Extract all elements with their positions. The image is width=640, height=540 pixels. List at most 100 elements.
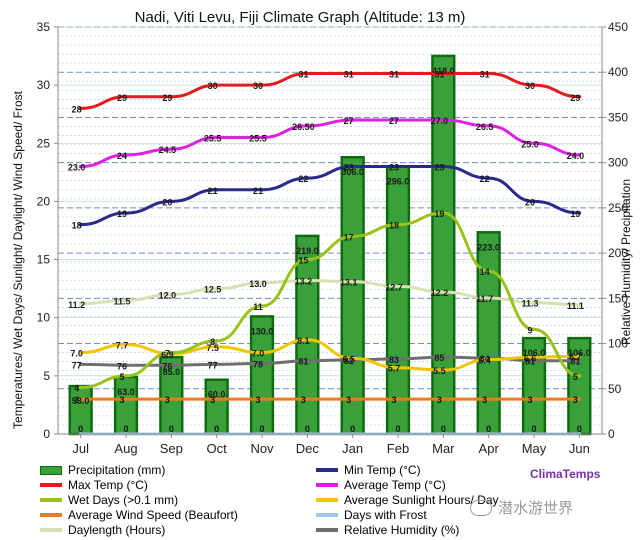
wet-days-0-1-mm-label: 19 <box>434 209 444 219</box>
average-wind-speed-beaufort-point <box>577 397 582 401</box>
average-sunlight-hours-day-point <box>396 365 400 370</box>
average-temp-c-label: 25.0 <box>521 139 539 149</box>
average-wind-speed-beaufort-point <box>350 397 355 401</box>
min-temp-c-line <box>79 165 581 227</box>
y-tick-label-right: 400 <box>608 65 628 79</box>
relative-humidity-label: 84 <box>480 354 490 364</box>
days-with-frost-label: 0 <box>531 424 536 434</box>
y-tick-label-left: 0 <box>43 427 50 441</box>
daylength-hours-label: 13.0 <box>249 279 267 289</box>
average-sunlight-hours-day-point <box>577 354 582 358</box>
average-wind-speed-beaufort-point <box>214 397 219 401</box>
y-tick-label-left: 15 <box>37 253 51 267</box>
average-temp-c-label: 23.0 <box>68 163 86 173</box>
legend-swatch <box>316 468 338 472</box>
wet-days-0-1-mm-point <box>305 257 310 262</box>
days-with-frost-label: 0 <box>486 424 491 434</box>
wet-days-0-1-mm-label: 4 <box>74 383 79 393</box>
wet-days-0-1-mm-label: 11 <box>253 302 263 312</box>
daylength-hours-point <box>486 296 491 300</box>
wet-days-0-1-mm-label: 9 <box>527 325 532 335</box>
x-tick-label-apr: Apr <box>479 441 500 456</box>
legend-item-min-temp: Min Temp (°C) <box>316 463 421 477</box>
wet-days-0-1-mm-label: 5 <box>573 372 578 382</box>
average-temp-c-point <box>350 118 355 122</box>
daylength-hours-point <box>577 303 582 307</box>
y-tick-label-right: 50 <box>608 382 622 396</box>
relative-humidity-point <box>260 361 264 366</box>
precipitation-label: 219.0 <box>296 246 319 256</box>
max-temp-c-label: 30 <box>253 81 263 91</box>
average-sunlight-hours-day-label: 7.7 <box>116 340 129 350</box>
legend-swatch <box>316 513 338 517</box>
max-temp-c-point <box>260 83 264 87</box>
average-temp-c-label: 26.50 <box>292 122 315 132</box>
max-temp-c-point <box>441 71 446 76</box>
max-temp-c-line <box>79 72 581 110</box>
wet-days-0-1-mm-point <box>78 385 83 390</box>
relative-humidity-label: 83 <box>389 355 399 365</box>
average-temp-c-label: 25.5 <box>249 133 267 143</box>
y-tick-label-left: 30 <box>37 78 51 92</box>
relative-humidity-point <box>577 358 582 363</box>
precipitation-label: 63.0 <box>117 387 135 397</box>
min-temp-c-point <box>396 164 400 169</box>
daylength-hours-label: 12.5 <box>204 285 222 295</box>
max-temp-c-point <box>350 71 355 76</box>
precipitation-label: 106.0 <box>523 348 546 358</box>
average-temp-c-label: 26.5 <box>476 122 494 132</box>
relative-humidity-point <box>441 355 446 359</box>
relative-humidity-point <box>396 357 400 361</box>
min-temp-c-point <box>305 176 310 180</box>
average-sunlight-hours-day-point <box>78 350 83 355</box>
max-temp-c-label: 30 <box>525 81 535 91</box>
x-tick-label-jul: Jul <box>72 441 89 456</box>
climate-chart: Nadi, Viti Levu, Fiji Climate Graph (Alt… <box>11 9 633 456</box>
relative-humidity-label: 82 <box>344 356 354 366</box>
average-temp-c-label: 24 <box>117 151 127 161</box>
precipitation-label: 306.0 <box>341 167 364 177</box>
max-temp-c-point <box>486 71 491 76</box>
average-temp-c-point <box>486 124 491 128</box>
days-with-frost-label: 0 <box>259 424 264 434</box>
relative-humidity-point <box>169 363 174 368</box>
max-temp-c-label: 31 <box>344 70 354 80</box>
min-temp-c-point <box>78 222 83 227</box>
min-temp-c-label: 23 <box>434 163 444 173</box>
average-wind-speed-beaufort-label: 3 <box>346 395 351 405</box>
wet-days-0-1-mm-point <box>169 350 174 355</box>
legend-item-precipitation: Precipitation (mm) <box>40 463 165 477</box>
legend-swatch <box>316 528 338 532</box>
daylength-hours-label: 12.0 <box>159 290 177 300</box>
average-sunlight-hours-day-label: 7.5 <box>206 343 219 353</box>
max-temp-c-label: 31 <box>480 70 490 80</box>
legend-label: Average Temp (°C) <box>344 478 446 492</box>
legend-item-average-temp: Average Temp (°C) <box>316 478 446 492</box>
average-sunlight-hours-day-label: 6.7 <box>569 352 582 362</box>
max-temp-c-point <box>169 94 174 99</box>
min-temp-c-label: 21 <box>253 186 263 196</box>
precipitation-label: 418.0 <box>432 66 455 76</box>
daylength-hours-label: 11.7 <box>476 294 493 304</box>
min-temp-c-label: 23 <box>389 163 399 173</box>
relative-humidity-label: 76 <box>117 361 127 371</box>
average-wind-speed-beaufort-label: 3 <box>301 395 306 405</box>
average-temp-c-label: 27.0 <box>431 116 449 126</box>
min-temp-c-point <box>214 188 219 192</box>
min-temp-c-point <box>532 199 536 204</box>
average-temp-c-point <box>124 153 128 157</box>
daylength-hours-label: 13.1 <box>340 278 358 288</box>
precipitation-label: 106.0 <box>568 348 591 358</box>
wet-days-0-1-mm-point <box>441 211 446 215</box>
legend: Precipitation (mm) Min Temp (°C) Max Tem… <box>40 460 640 540</box>
daylength-hours-label: 11.2 <box>68 300 85 310</box>
legend-label: Days with Frost <box>344 508 427 522</box>
daylength-hours-label: 13.2 <box>295 277 313 287</box>
daylength-hours-point <box>124 298 128 303</box>
daylength-hours-line <box>79 279 581 307</box>
average-wind-speed-beaufort-point <box>441 397 446 401</box>
x-tick-label-sep: Sep <box>160 441 183 456</box>
y-tick-label-right: 450 <box>608 20 628 34</box>
daylength-hours-label: 12.7 <box>385 282 403 292</box>
wet-days-0-1-mm-label: 15 <box>298 256 308 266</box>
